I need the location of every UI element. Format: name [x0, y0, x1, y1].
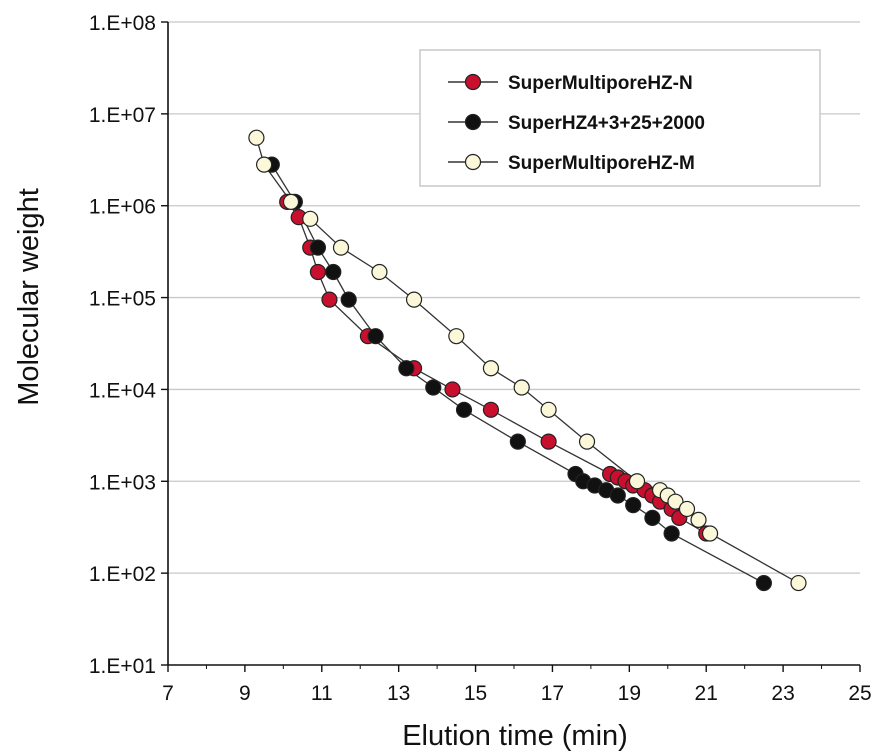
- y-tick-label: 1.E+06: [89, 196, 156, 219]
- legend-label-1: SuperHZ4+3+25+2000: [508, 113, 705, 134]
- x-tick-label: 7: [162, 682, 174, 705]
- series-1-point: [455, 401, 473, 418]
- series-2-point: [790, 574, 807, 592]
- y-tick-label: 1.E+05: [89, 288, 156, 311]
- series-2-point: [448, 328, 465, 345]
- series-1-point: [425, 379, 442, 396]
- x-tick-label: 23: [771, 682, 794, 705]
- legend: SuperMultiporeHZ-N SuperHZ4+3+25+2000 Supe…: [419, 49, 821, 187]
- x-tick-label: 13: [387, 682, 410, 705]
- series-2-point: [678, 500, 696, 518]
- x-tick-label: 21: [695, 682, 718, 705]
- series-2-point: [482, 360, 500, 377]
- y-tick-label: 1.E+01: [89, 655, 156, 678]
- series-0-point: [309, 263, 327, 281]
- series-2-point: [248, 129, 265, 146]
- series-1-point: [325, 263, 342, 281]
- y-axis-ticks: 1.E+01 1.E+02 1.E+03 1.E+04 1.E+05 1.E+06 1.E+…: [89, 12, 168, 678]
- series-2-point: [540, 401, 557, 418]
- legend-label-0: SuperMultiporeHZ-N: [508, 73, 693, 94]
- series-2-point: [701, 525, 719, 542]
- series-1-point: [644, 509, 661, 526]
- series-2-point: [302, 210, 319, 227]
- x-tick-label: 25: [848, 682, 871, 705]
- legend-marker-1: [464, 113, 482, 131]
- x-axis-ticks: 7 9 11 13 15 17 19 21 23 25: [162, 665, 872, 705]
- x-tick-label: 17: [541, 682, 564, 705]
- series-2-point: [371, 263, 388, 281]
- series-2-point: [256, 156, 273, 173]
- legend-box: [419, 49, 821, 187]
- series-1-point: [609, 487, 626, 504]
- y-tick-label: 1.E+03: [89, 471, 156, 494]
- series-2-point: [282, 193, 300, 211]
- series-1-point: [309, 239, 327, 256]
- series-2-point: [513, 379, 530, 396]
- series-0-point: [540, 433, 557, 450]
- series-1-point: [755, 574, 772, 592]
- series-0-point: [444, 381, 461, 398]
- series-2-point: [332, 239, 350, 256]
- x-axis-title: Elution time (min): [402, 720, 628, 752]
- series-1-point: [625, 497, 642, 514]
- y-tick-label: 1.E+02: [89, 563, 156, 586]
- series-1-point: [509, 433, 526, 450]
- series-1-point: [367, 328, 384, 345]
- legend-marker-2: [464, 153, 482, 171]
- x-tick-label: 15: [464, 682, 487, 705]
- series-1-point: [340, 291, 357, 308]
- y-tick-label: 1.E+08: [89, 12, 156, 35]
- legend-label-2: SuperMultiporeHZ-M: [508, 153, 695, 174]
- series-2-point: [690, 511, 707, 528]
- y-tick-label: 1.E+04: [89, 379, 156, 402]
- series-1-point: [663, 525, 680, 542]
- series-2-point: [628, 473, 646, 490]
- series-2-point: [405, 291, 423, 308]
- y-tick-label: 1.E+07: [89, 104, 156, 127]
- series-0-point: [321, 291, 338, 308]
- series-0-point: [482, 401, 500, 418]
- legend-marker-0: [464, 73, 482, 91]
- series-2-point: [578, 433, 596, 450]
- series-2-point: [667, 493, 684, 510]
- y-axis-title: Molecular weight: [13, 188, 45, 406]
- x-tick-label: 19: [618, 682, 641, 705]
- series-1-point: [398, 360, 415, 377]
- series-layer: [248, 129, 807, 592]
- x-tick-label: 9: [239, 682, 251, 705]
- x-tick-label: 11: [311, 682, 333, 705]
